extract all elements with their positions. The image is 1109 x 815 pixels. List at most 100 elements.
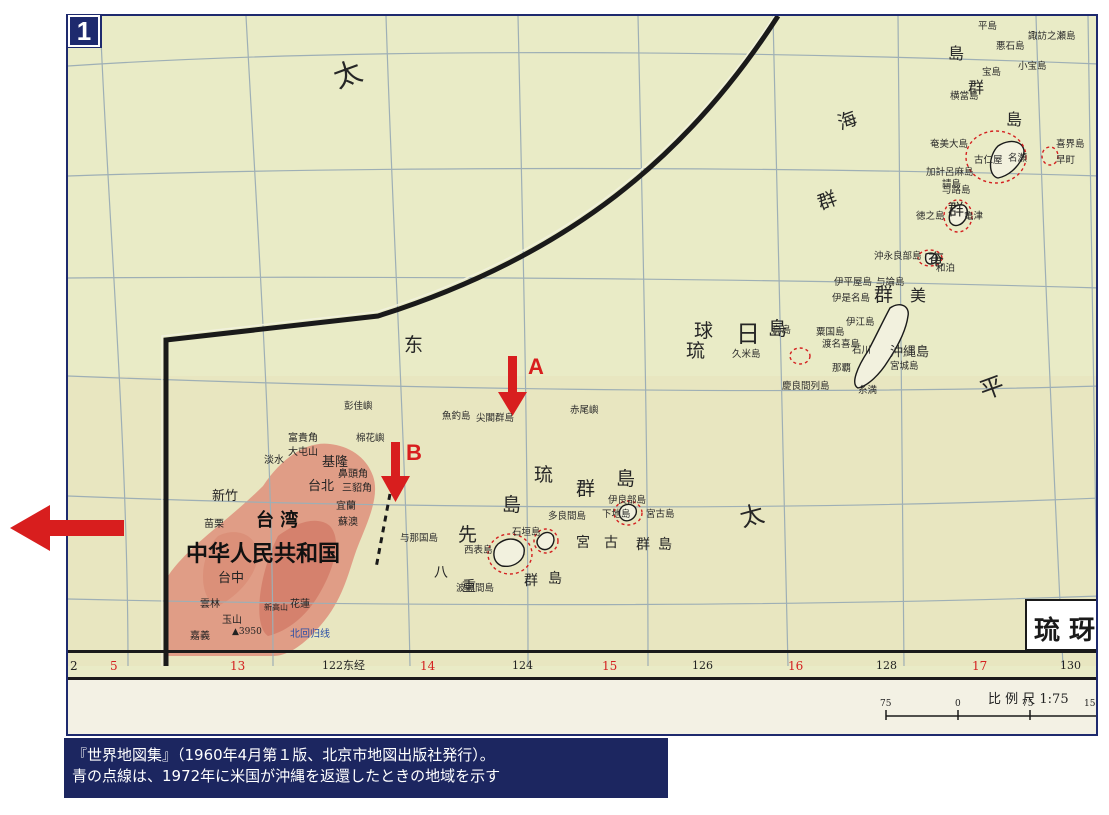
lon-126: 126: [692, 659, 713, 672]
scale-bar: [885, 710, 1096, 720]
lon-124: 124: [512, 659, 533, 672]
zone-13: 13: [230, 659, 246, 673]
place-2: 悪石島: [996, 41, 1025, 52]
place-37: 西表島: [464, 545, 493, 556]
place-27: 宮城島: [890, 361, 919, 372]
zone-2: 2: [70, 659, 78, 673]
place-31: 彭佳嶼: [344, 401, 373, 412]
tw-city-0: 富貴角: [288, 433, 318, 444]
amami-1: 奄: [928, 250, 945, 269]
place-1: 諏訪之瀬島: [1028, 31, 1076, 42]
caption-box: 『世界地図集』（1960年4月第１版、北京市地図出版社発行）。 青の点線は、19…: [64, 738, 668, 798]
group-miyako-3: 群: [636, 537, 650, 553]
group-sakishima-2: 島: [502, 494, 522, 516]
tw-city-14: 新高山: [264, 603, 288, 612]
group-miyako-1: 宮: [576, 535, 590, 551]
place-5: 横當島: [950, 91, 979, 102]
ryukyu-title-box: [1025, 599, 1096, 651]
group-ryukyu-2: 球: [694, 320, 714, 342]
group-ryukyu-1: 琉: [686, 340, 706, 362]
figure-number: 1: [68, 15, 100, 47]
place-34: 尖閣群島: [476, 413, 515, 424]
group-yaeyama-3: 群: [524, 573, 538, 589]
place-8: 早町: [1056, 155, 1076, 166]
place-32: 棉花嶼: [356, 433, 385, 444]
place-12: 請島: [942, 179, 962, 190]
place-7: 喜界島: [1056, 139, 1085, 150]
tw-city-10: 蘇澳: [338, 517, 358, 528]
group-ryukyu2-2: 群: [576, 478, 596, 500]
tw-city-2: 大屯山: [288, 447, 318, 458]
group-ryukyu2-3: 島: [616, 468, 636, 490]
place-25: 石川: [852, 345, 872, 356]
caption-line-1: 『世界地図集』（1960年4月第１版、北京市地図出版社発行）。: [72, 746, 495, 764]
sea-label-ri: 日: [736, 320, 760, 348]
group-ryukyu-3: 群: [874, 284, 894, 306]
place-17: 和泊: [936, 263, 956, 274]
figure-number-badge: 1: [66, 14, 102, 48]
place-13: 与路島: [942, 185, 971, 196]
marker-b-label: B: [406, 440, 422, 465]
satsunan-1: 群: [948, 200, 965, 219]
place-11: 加計呂麻島: [926, 167, 974, 178]
scale-tick-3: 15: [1084, 699, 1096, 709]
place-35: 赤尾嶼: [570, 405, 599, 416]
boundary-line: [163, 16, 781, 666]
place-33: 魚釣島: [442, 411, 471, 422]
place-10: 名瀬: [1008, 153, 1028, 164]
place-23: 粟国島: [816, 327, 845, 338]
zone-17: 17: [972, 659, 988, 673]
tw-city-9: 宜蘭: [336, 501, 356, 512]
marker-a-label: A: [528, 354, 544, 379]
place-21: 伊江島: [846, 317, 875, 328]
caption-line-2: 青の点線は、1972年に米国が沖縄を返還したときの地域を示す: [72, 767, 501, 785]
tw-city-4: 三貂角: [342, 483, 372, 494]
lon-130: 130: [1060, 659, 1081, 672]
sea-label-east: 东: [404, 334, 424, 356]
place-18: 与論島: [876, 277, 905, 288]
tw-city-11: 台中: [218, 571, 245, 586]
tw-city-15: 玉山: [222, 615, 242, 626]
zone-16: 16: [788, 659, 804, 673]
place-40: 伊良部島: [608, 495, 647, 506]
lon-128: 128: [876, 659, 897, 672]
group-yaeyama-2: 重: [462, 579, 476, 595]
group-yaeyama-1: 八: [434, 565, 448, 581]
place-26: 那覇: [832, 363, 852, 374]
scale-tick-0: 75: [880, 699, 892, 709]
tw-city-7: 新竹: [212, 489, 239, 504]
boundary-line-inner: [161, 16, 775, 666]
group-miyako-2: 古: [604, 535, 618, 551]
scale-title: 比 例 尺 1:75: [988, 692, 1069, 707]
scale-tick-1: 0: [955, 699, 961, 709]
place-22: 渡名喜島: [822, 339, 861, 350]
red-island-outlines: [487, 130, 1059, 575]
place-4: 宝島: [982, 67, 1002, 78]
map-frame: 太 东 日 平 太 海 群 琉 球 群 島 琉 群 島 先 島 八 重 群 島 …: [66, 14, 1098, 736]
tropic-label: 北回归线: [290, 629, 330, 640]
group-ryukyu-4: 島: [768, 318, 788, 340]
tw-city-6: 台北: [308, 479, 335, 494]
zone-15: 15: [602, 659, 618, 673]
place-9: 古仁屋: [974, 155, 1003, 166]
group-yaeyama-4: 島: [548, 571, 562, 587]
satsunan-2: 島: [1006, 110, 1023, 129]
arrow-b: [381, 442, 410, 502]
taiwan-relief-2: [203, 532, 258, 606]
group-sakishima-1: 先: [458, 524, 478, 546]
ryukyu-title: 琉 玡: [1034, 616, 1096, 646]
amami-2: 美: [910, 286, 927, 305]
tw-city-13: 嘉義: [190, 631, 210, 642]
place-16: 沖永良部島: [874, 251, 922, 262]
bottom-margin: [68, 680, 1096, 734]
tw-city-12: 花蓮: [290, 599, 310, 610]
tokara-1: 島: [948, 44, 965, 63]
scale-band: [68, 650, 1096, 653]
place-41: 下地島: [602, 509, 631, 520]
left-arrow: [10, 505, 124, 551]
place-24: 久米島: [732, 349, 761, 360]
place-14: 徳之島: [916, 211, 945, 222]
tw-city-16: 雲林: [200, 599, 220, 610]
map-canvas: [68, 16, 1096, 734]
tw-city-3: 基隆: [322, 455, 349, 470]
